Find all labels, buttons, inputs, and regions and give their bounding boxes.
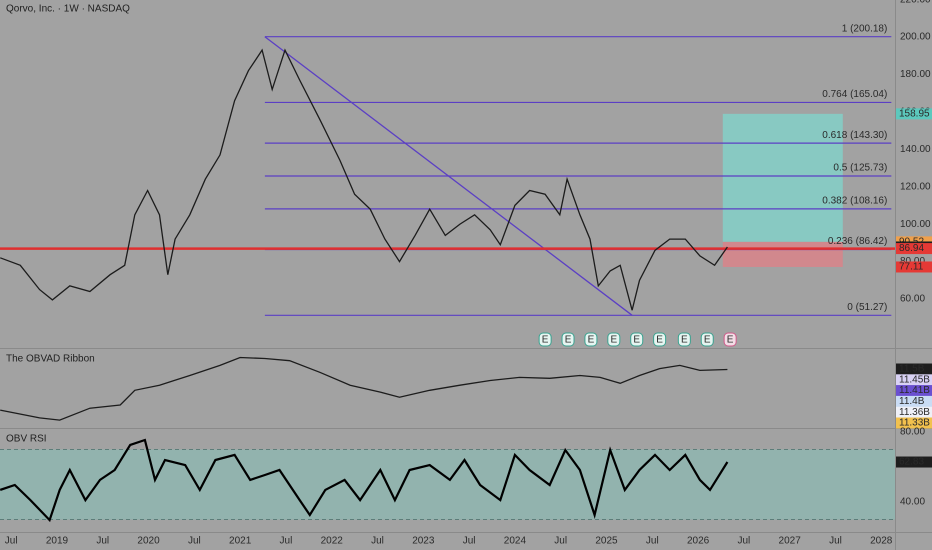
series-line <box>0 356 728 421</box>
price-label-box <box>896 385 932 397</box>
price-label: 158.95 <box>899 108 930 119</box>
price-label-box <box>896 406 932 418</box>
x-tick-label: 2020 <box>137 536 160 547</box>
x-tick-label: Jul <box>371 536 384 547</box>
earnings-marker <box>653 332 667 347</box>
rsi-band <box>0 449 895 520</box>
fib-label: 0.764 (165.04) <box>822 89 887 100</box>
x-tick-label: 2023 <box>412 536 435 547</box>
earnings-marker <box>607 332 621 347</box>
y-tick-label: 140.00 <box>900 144 931 155</box>
earnings-marker <box>723 332 737 347</box>
fib-label: 0.5 (125.73) <box>833 163 887 174</box>
earnings-marker <box>630 332 644 347</box>
y-tick-label: 80.00 <box>900 427 925 438</box>
earnings-label: E <box>633 335 640 346</box>
price-label: 11.4B <box>899 396 925 407</box>
x-tick-label: 2026 <box>687 536 710 547</box>
x-tick-label: Jul <box>280 536 293 547</box>
x-tick-label: Jul <box>737 536 750 547</box>
price-label-box <box>896 456 932 468</box>
price-label-box <box>896 261 932 273</box>
earnings-label: E <box>656 335 663 346</box>
price-label-box <box>896 417 932 429</box>
x-tick-label: Jul <box>646 536 659 547</box>
price-label: 11.45B <box>899 374 930 385</box>
earnings-label: E <box>588 335 595 346</box>
x-tick-label: 2028 <box>870 536 893 547</box>
earnings-label: E <box>542 335 549 346</box>
x-tick-label: 2024 <box>504 536 527 547</box>
fib-label: 1 (200.18) <box>842 23 888 34</box>
price-label-box <box>896 374 932 386</box>
earnings-label: E <box>681 335 688 346</box>
fib-label: 0.382 (108.16) <box>822 196 887 207</box>
y-tick-label: 40.00 <box>900 497 925 508</box>
earnings-marker <box>561 332 575 347</box>
x-tick-label: Jul <box>96 536 109 547</box>
y-tick-label: 120.00 <box>900 181 931 192</box>
price-label: 86.94 <box>899 243 924 254</box>
x-tick-label: 2021 <box>229 536 252 547</box>
x-tick-label: Jul <box>463 536 476 547</box>
earnings-marker <box>700 332 714 347</box>
x-tick-label: Jul <box>554 536 567 547</box>
price-label-box <box>896 108 932 120</box>
earnings-label: E <box>610 335 617 346</box>
earnings-label: E <box>704 335 711 346</box>
y-tick-label: 60.00 <box>900 294 925 305</box>
x-tick-label: 2022 <box>321 536 344 547</box>
x-tick-label: 2027 <box>779 536 802 547</box>
x-tick-label: Jul <box>829 536 842 547</box>
price-label-box <box>896 243 932 255</box>
earnings-marker <box>584 332 598 347</box>
target-zone <box>722 113 843 242</box>
y-tick-label: 200.00 <box>900 32 931 43</box>
title: OBV RSI <box>6 434 47 445</box>
price-label: 11.33B <box>899 418 930 429</box>
price-label-box <box>896 395 932 407</box>
price-label: 11.36B <box>899 407 930 418</box>
y-tick-label: 220.00 <box>900 0 931 5</box>
fib-label: 0.618 (143.30) <box>822 130 887 141</box>
x-tick-label: 2019 <box>46 536 69 547</box>
earnings-marker <box>538 332 552 347</box>
price-label: 62.83 <box>899 457 924 468</box>
y-tick-label: 180.00 <box>900 69 931 80</box>
fib-label: 0 (51.27) <box>847 302 887 313</box>
series-line <box>0 438 729 523</box>
price-label: 11.41B <box>899 385 930 396</box>
x-tick-label: Jul <box>5 536 18 547</box>
title: The OBVAD Ribbon <box>6 354 95 365</box>
price-label-box <box>896 363 932 375</box>
x-tick-label: Jul <box>188 536 201 547</box>
y-tick-label: 100.00 <box>900 219 931 230</box>
fib-label: 0.236 (86.42) <box>828 236 888 247</box>
price-label: 11.5B <box>899 364 925 375</box>
x-tick-label: 2025 <box>595 536 618 547</box>
series-line <box>0 48 728 311</box>
earnings-label: E <box>727 335 734 346</box>
price-label: 77.11 <box>899 262 924 273</box>
earnings-label: E <box>565 335 572 346</box>
title: Qorvo, Inc. · 1W · NASDAQ <box>6 4 130 15</box>
stop-zone <box>722 241 843 267</box>
trendline <box>264 36 633 316</box>
earnings-marker <box>677 332 691 347</box>
